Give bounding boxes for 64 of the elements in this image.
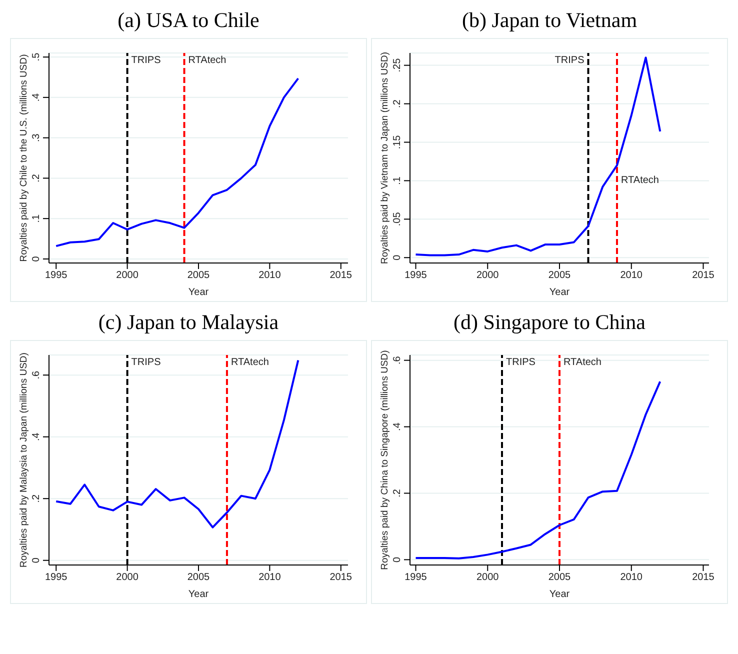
y-tick-label: 0 [392,254,403,260]
y-tick-label: 0 [31,256,42,262]
x-tick-label: 2000 [476,270,500,282]
x-tick-label: 1995 [44,270,68,282]
ref-line-label: RTAtech [564,357,602,368]
x-tick-label: 2000 [116,572,139,584]
y-tick-label: .3 [31,133,42,142]
ref-line-label: RTAtech [188,55,226,66]
y-tick-label: .4 [31,92,42,102]
x-axis-title: Year [188,287,210,298]
line-series [55,359,300,528]
x-tick-label: 2015 [692,572,715,584]
x-tick-label: 2000 [476,572,500,584]
ref-line-label: RTAtech [230,357,269,368]
y-tick-label: .05 [392,212,403,226]
chart-title: (b) Japan to Vietnam [460,8,638,34]
ref-line-label: TRIPS [131,357,162,368]
y-axis-title: Royalties paid by Malaysia to Japan (millions USD) [18,352,30,568]
x-tick-label: 2010 [620,270,643,282]
y-tick-label: .4 [31,432,42,442]
x-axis-title: Year [188,589,210,600]
line-series [414,56,662,256]
y-tick-label: 0 [31,557,42,564]
x-tick-label: 1995 [44,572,68,584]
x-tick-label: 1995 [404,572,428,584]
y-axis-title: Royalties paid by Chile to the U.S. (millions USD) [18,54,30,262]
x-tick-label: 2005 [187,572,210,584]
x-tick-label: 2005 [548,572,572,584]
y-tick-label: .2 [31,174,42,182]
y-axis-title: Royalties paid by Vietnam to Japan (millions USD) [379,52,390,264]
line-series [55,77,300,248]
x-tick-label: 2000 [116,270,139,282]
x-tick-label: 2015 [330,572,352,584]
x-tick-label: 2005 [187,270,210,282]
y-tick-label: .4 [392,422,403,431]
x-tick-label: 2015 [692,270,715,282]
y-tick-label: .1 [31,214,42,223]
y-tick-label: .2 [392,99,403,108]
ref-line-label: TRIPS [131,55,162,66]
y-tick-label: .2 [31,494,42,503]
y-tick-label: 0 [392,556,403,562]
ref-line-label: RTAtech [621,175,659,186]
y-tick-label: .5 [31,52,42,62]
x-tick-label: 2005 [548,270,572,282]
x-tick-label: 2010 [620,572,643,584]
ref-line-label: TRIPS [506,357,536,368]
y-tick-label: .15 [392,134,403,150]
x-tick-label: 2010 [258,572,282,584]
y-tick-label: .25 [392,58,403,72]
x-tick-label: 1995 [404,270,428,282]
x-tick-label: 2015 [330,270,352,282]
chart-title: (c) Japan to Malaysia [97,310,280,336]
y-tick-label: .1 [392,176,403,185]
y-axis-title: Royalties paid by China to Singapore (millions USD) [379,350,390,570]
x-tick-label: 2010 [258,270,282,282]
line-series [414,380,662,560]
y-tick-label: .6 [31,370,42,380]
x-axis-title: Year [549,287,570,298]
chart-title: (a) USA to Chile [116,8,260,34]
x-axis-title: Year [549,589,570,600]
y-tick-label: .6 [392,356,403,364]
chart-title: (d) Singapore to China [452,310,646,336]
ref-line-label: TRIPS [554,55,585,66]
y-tick-label: .2 [392,488,403,498]
